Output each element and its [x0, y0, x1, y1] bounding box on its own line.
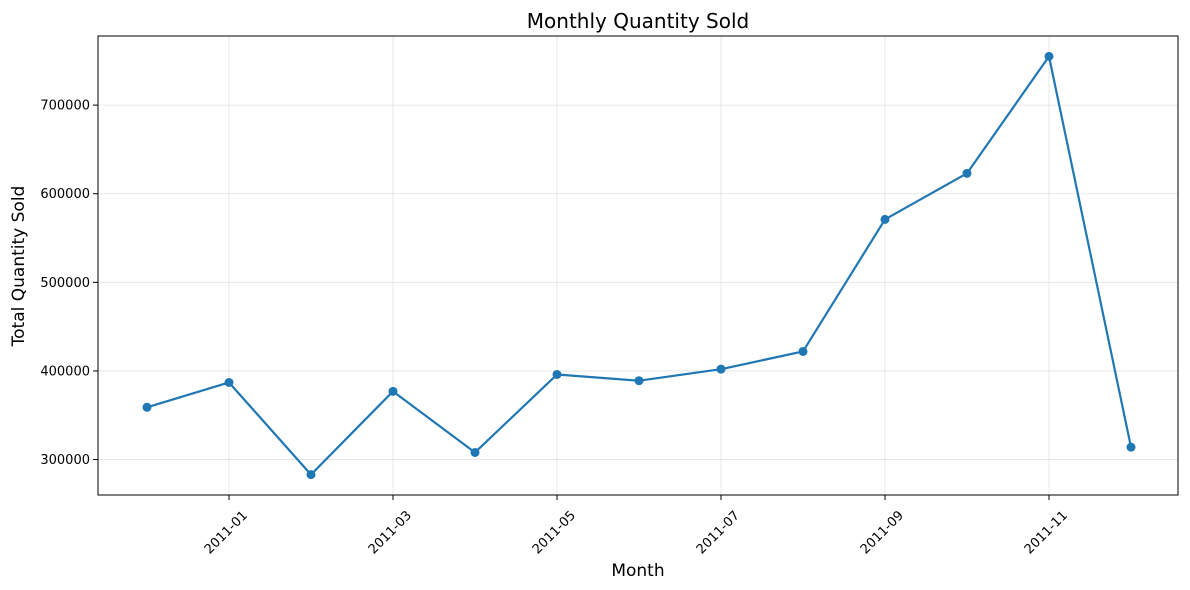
chart-title: Monthly Quantity Sold	[527, 9, 749, 33]
y-tick-label: 700000	[40, 99, 90, 114]
data-point	[552, 369, 562, 379]
data-point	[1044, 51, 1054, 61]
x-tick-label: 2011-01	[202, 508, 251, 557]
y-axis-ticks: 300000 400000 500000 600000 700000	[40, 99, 98, 468]
x-axis-label: Month	[611, 561, 664, 581]
data-point	[716, 364, 726, 374]
series-layer	[142, 51, 1136, 480]
x-tick-label: 2011-03	[366, 508, 415, 557]
x-tick-label: 2011-11	[1022, 508, 1071, 557]
data-point	[1126, 442, 1136, 452]
x-tick-label: 2011-05	[530, 508, 579, 557]
y-tick-label: 500000	[40, 276, 90, 291]
data-point	[224, 377, 234, 387]
data-point	[306, 470, 316, 480]
data-point	[798, 346, 808, 356]
y-axis-label: Total Quantity Sold	[9, 186, 29, 348]
x-axis-ticks: 2011-01 2011-03 2011-05 2011-07 2011-09 2011-…	[202, 495, 1071, 557]
plot-frame	[97, 35, 1179, 496]
data-point	[470, 447, 480, 457]
grid	[98, 36, 1178, 495]
data-point	[634, 376, 644, 386]
x-tick-label: 2011-09	[858, 508, 907, 557]
y-tick-label: 300000	[40, 453, 90, 468]
y-tick-label: 400000	[40, 364, 90, 379]
data-point	[962, 168, 972, 178]
data-point	[388, 386, 398, 396]
x-tick-label: 2011-07	[694, 508, 743, 557]
series-line	[146, 55, 1133, 476]
data-point	[880, 214, 890, 224]
y-tick-label: 600000	[40, 187, 90, 202]
data-point	[142, 402, 152, 412]
